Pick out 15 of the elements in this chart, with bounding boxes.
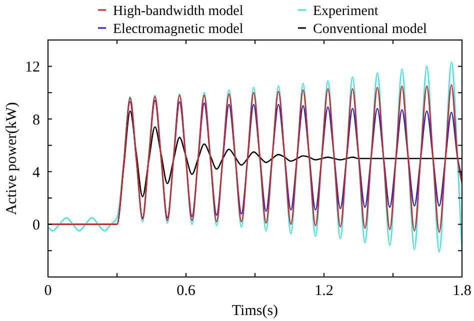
y-tick-label: 4 [32, 164, 40, 181]
y-tick-label: 0 [32, 218, 40, 234]
x-tick-label: 1.2 [314, 283, 334, 299]
legend-label: Electromagnetic model [113, 22, 244, 37]
legend-label: Conventional model [313, 22, 428, 37]
line-series [48, 84, 462, 233]
legend-label: High-bandwidth model [113, 4, 244, 19]
x-tick-label: 0 [44, 283, 52, 299]
y-axis-title: Active power(kW) [4, 102, 20, 215]
x-tick-label: 1.8 [452, 283, 472, 299]
x-tick-label: 0.6 [176, 283, 196, 299]
y-tick-label: 8 [32, 112, 40, 128]
legend-label: Experiment [313, 4, 378, 19]
y-tick-label: 12 [25, 60, 40, 76]
x-axis-title: Tims(s) [232, 303, 278, 319]
